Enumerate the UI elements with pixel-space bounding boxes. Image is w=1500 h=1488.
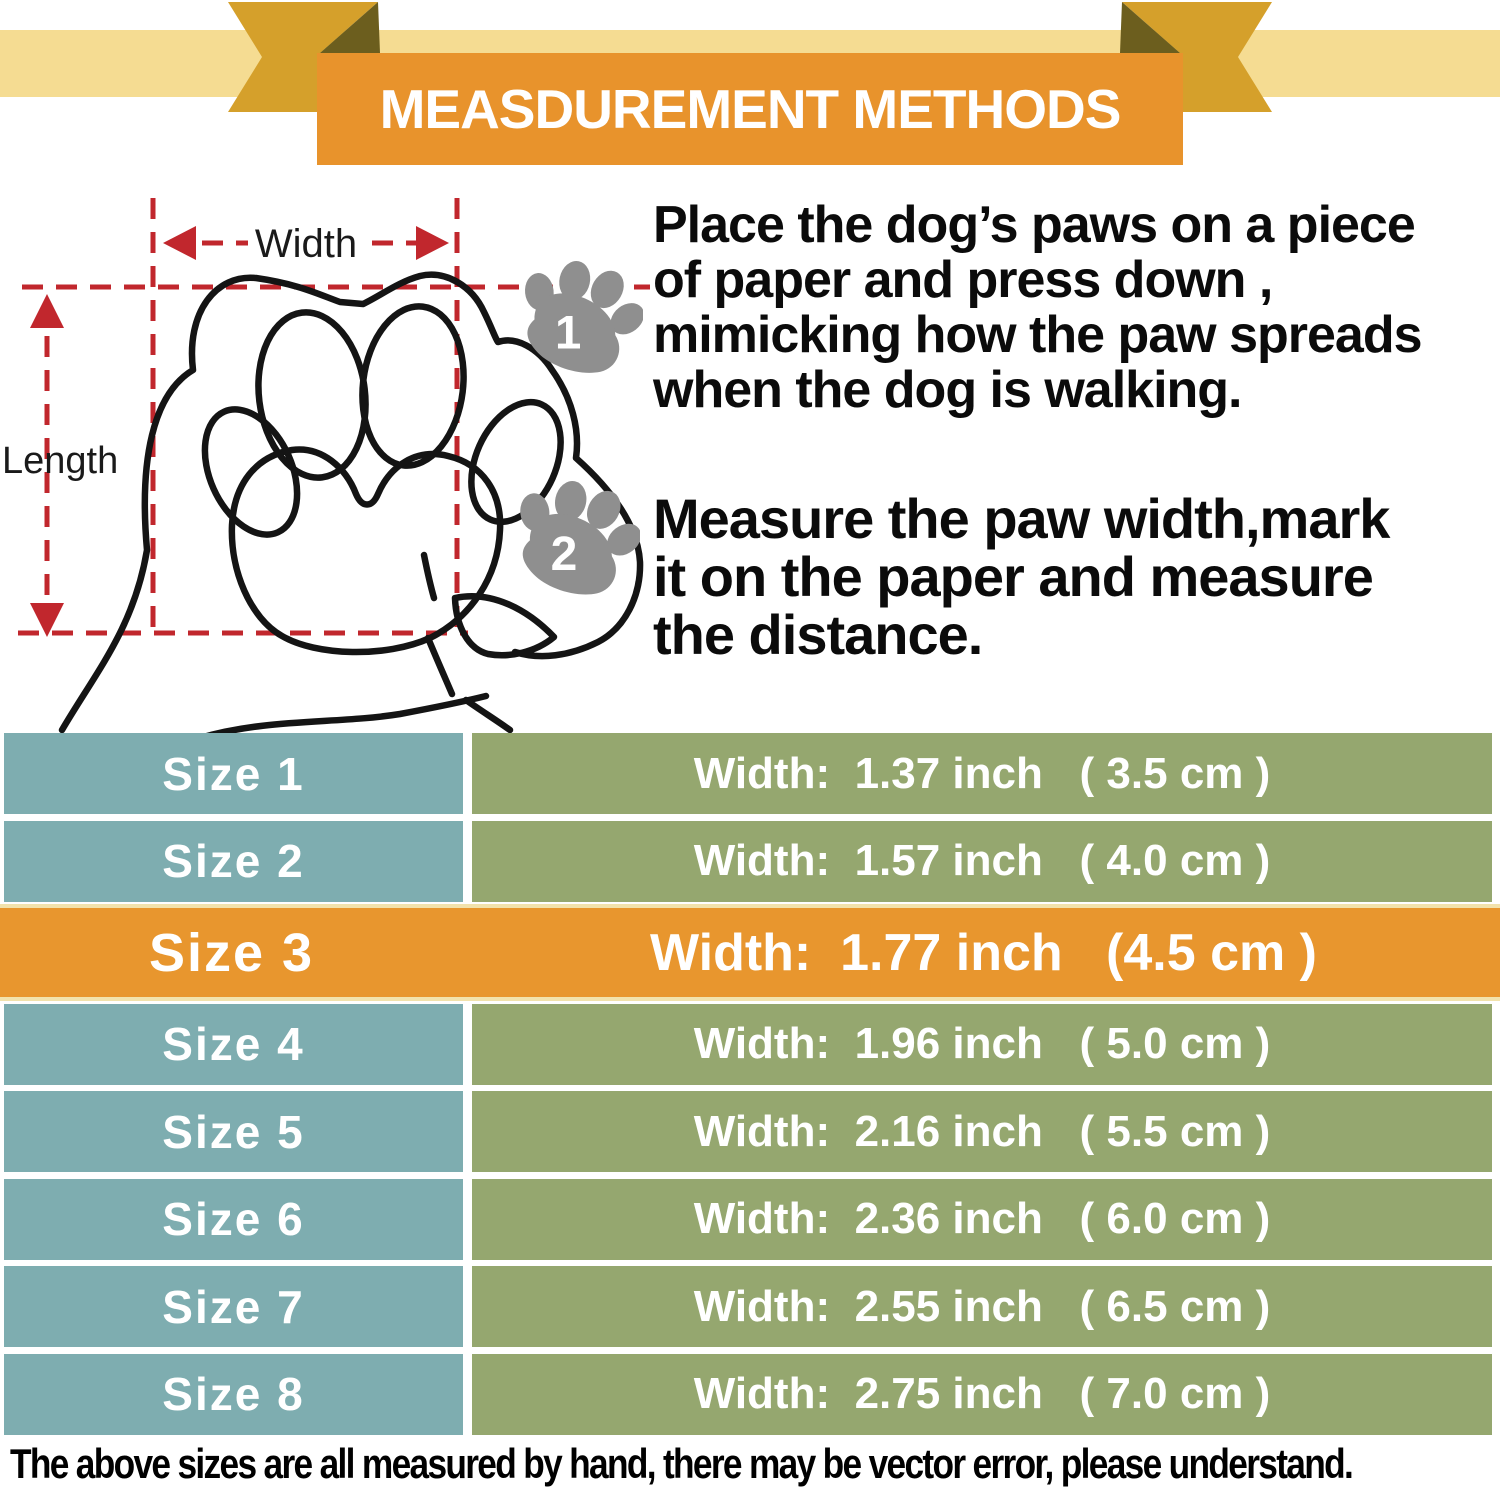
step1-number: 1 xyxy=(555,307,581,360)
disclaimer-note: The above sizes are all measured by hand… xyxy=(10,1440,1354,1487)
step2-number: 2 xyxy=(551,528,578,581)
size-cell: Size 1 xyxy=(4,733,463,814)
table-row: Size 6 Width: 2.36 inch ( 6.0 cm ) xyxy=(0,1178,1500,1260)
table-row: Size 2 Width: 1.57 inch ( 4.0 cm ) xyxy=(0,820,1500,902)
size-cell: Size 3 xyxy=(148,922,315,983)
step1-line: mimicking how the paw spreads xyxy=(653,306,1423,364)
length-label: Length xyxy=(2,440,118,482)
width-cell: Width: 1.37 inch ( 3.5 cm ) xyxy=(472,733,1492,814)
ribbon-banner xyxy=(0,2,1500,165)
width-label: Width xyxy=(255,222,357,266)
size-cell: Size 2 xyxy=(4,820,463,902)
step2-line: the distance. xyxy=(653,603,983,666)
step1-line: of paper and press down , xyxy=(653,251,1273,309)
step2-paw-icon: 2 xyxy=(520,481,640,595)
step1-instructions: Place the dog’s paws on a piece of paper… xyxy=(653,196,1423,419)
step2-line: it on the paper and measure xyxy=(653,545,1374,608)
width-cell: Width: 1.57 inch ( 4.0 cm ) xyxy=(472,820,1492,902)
page-title: MEASDUREMENT METHODS xyxy=(379,78,1122,140)
table-row: Size 1 Width: 1.37 inch ( 3.5 cm ) xyxy=(0,733,1500,814)
ribbon-fold-right xyxy=(1120,2,1180,53)
table-row: Size 7 Width: 2.55 inch ( 6.5 cm ) xyxy=(0,1266,1500,1347)
step2-instructions: Measure the paw width,mark it on the pap… xyxy=(653,487,1390,666)
measure-arrowheads xyxy=(30,226,449,637)
step1-paw-icon: 1 xyxy=(524,260,643,373)
width-cell: Width: 2.16 inch ( 5.5 cm ) xyxy=(472,1091,1492,1172)
ribbon-fold-left xyxy=(320,2,380,53)
size-cell: Size 7 xyxy=(4,1266,463,1347)
width-cell: Width: 1.96 inch ( 5.0 cm ) xyxy=(472,1003,1492,1085)
ribbon-end-left xyxy=(228,2,378,112)
step1-line: Place the dog’s paws on a piece xyxy=(653,196,1416,254)
step2-line: Measure the paw width,mark xyxy=(653,487,1390,550)
banner-plate xyxy=(317,53,1183,165)
width-cell: Width: 2.36 inch ( 6.0 cm ) xyxy=(472,1178,1492,1260)
size-cell: Size 4 xyxy=(4,1003,463,1085)
size-cell: Size 5 xyxy=(4,1091,463,1172)
size-chart-table: Size 1 Width: 1.37 inch ( 3.5 cm ) Size … xyxy=(0,733,1500,1435)
width-cell: Width: 2.55 inch ( 6.5 cm ) xyxy=(472,1266,1492,1347)
paw-outline-drawing xyxy=(58,271,644,738)
step1-line: when the dog is walking. xyxy=(653,361,1242,419)
width-cell: Width: 2.75 inch ( 7.0 cm ) xyxy=(472,1353,1492,1435)
ribbon-end-right xyxy=(1122,2,1272,112)
table-row: Size 4 Width: 1.96 inch ( 5.0 cm ) xyxy=(0,1003,1500,1085)
table-row: Size 8 Width: 2.75 inch ( 7.0 cm ) xyxy=(0,1353,1500,1435)
table-row: Size 5 Width: 2.16 inch ( 5.5 cm ) xyxy=(0,1091,1500,1172)
size-cell: Size 8 xyxy=(4,1353,463,1435)
width-cell: Width: 1.77 inch (4.5 cm ) xyxy=(650,923,1317,982)
size-cell: Size 6 xyxy=(4,1178,463,1260)
table-row-highlighted: Size 3 Width: 1.77 inch (4.5 cm ) xyxy=(0,904,1500,1001)
